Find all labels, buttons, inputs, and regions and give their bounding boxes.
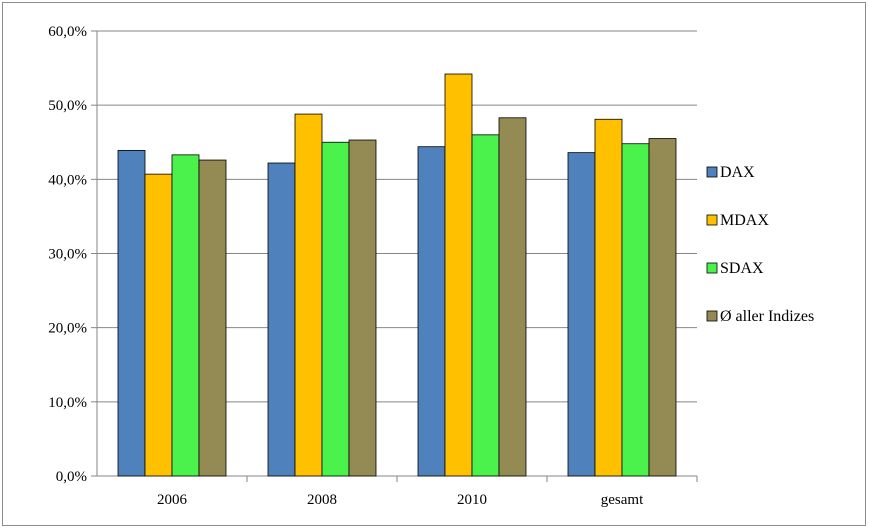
y-tick-label: 60,0% [48,24,87,40]
bar [444,73,473,477]
legend-label: DAX [720,164,755,181]
bar [471,134,500,477]
legend-swatch [706,166,718,178]
y-tick-label: 10,0% [48,395,87,411]
legend-label: MDAX [720,212,769,229]
y-tick-label: 20,0% [48,321,87,337]
legend-swatch [706,214,718,226]
x-tick-label: 2006 [157,492,188,508]
y-tick-labels: 0,0% 10,0% 20,0% 30,0% 40,0% 50,0% 60,0% [48,24,87,485]
bar [648,138,677,477]
bar [594,118,623,477]
x-tick-label: 2010 [457,492,487,508]
bars [117,73,677,477]
x-tick-labels: 2006 2008 2010 gesamt [157,492,644,508]
bar [198,159,227,477]
bar [621,143,650,477]
legend-label: Ø aller Indizes [720,308,814,325]
y-tick-label: 40,0% [48,172,87,188]
y-tick-label: 0,0% [56,469,87,485]
x-tick-label: 2008 [307,492,337,508]
legend: DAX MDAX SDAX Ø aller Indizes [706,164,814,325]
bar [294,113,323,477]
x-tick-label: gesamt [601,492,644,508]
legend-swatch [706,310,718,322]
bar [417,146,446,477]
y-tick-label: 30,0% [48,247,87,263]
bar [171,154,200,477]
legend-label: SDAX [720,260,764,277]
bar [567,152,596,477]
y-tick-label: 50,0% [48,98,87,114]
legend-swatch [706,262,718,274]
bar [348,139,377,477]
bar [321,141,350,477]
bar [267,162,296,477]
bar [144,173,173,477]
bar [498,117,527,477]
bar [117,150,146,477]
